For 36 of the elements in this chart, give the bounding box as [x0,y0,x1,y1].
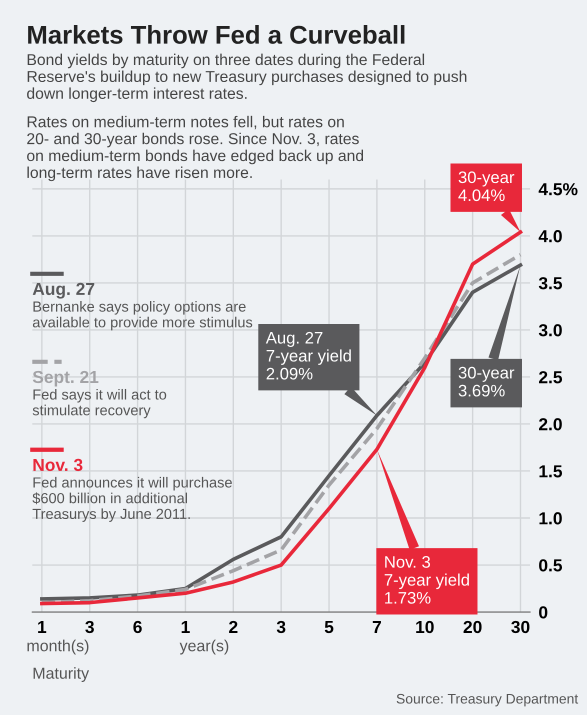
legend-label: Nov. 3 [33,458,82,472]
y-tick-label: 0 [539,606,548,618]
annotation: Bernanke says policy options are available to provide more stimulus [32,301,252,330]
x-tick-label: 3 [276,620,286,634]
annotation: Aug. 27 7-year yield 2.09% [266,332,351,380]
annotation: 30-year 4.04% [458,171,514,202]
y-tick-label: 2.0 [538,418,562,430]
y-tick-label: 2.5 [538,371,562,384]
x-tick-label: 2 [229,620,238,633]
y-tick-label: 1.5 [539,465,562,478]
y-tick-label: 0.5 [539,559,562,572]
x-tick-label: 7 [372,621,381,633]
x-axis-title: Maturity [34,667,90,682]
text: year(s) [180,640,228,655]
annotation: Fed announces it will purchase $600 billion in additional Treasurys by June 2011. [32,476,232,522]
text: month(s) [27,640,88,655]
y-tick-label: 4.0 [538,230,562,242]
legend-label: Sept. 21 [32,370,98,387]
x-tick-label: 30 [511,620,530,634]
x-tick-label: 1 [38,621,46,633]
x-tick-label: 5 [324,621,334,634]
annotation: Nov. 3 7-year yield 1.73% [384,556,469,604]
legend-label: Aug. 27 [32,282,94,299]
y-tick-label: 1.0 [539,512,562,524]
y-tick-label: 3.5 [538,277,562,290]
chart-title: Markets Throw Fed a Curveball [28,25,404,44]
x-tick-label: 3 [85,620,94,634]
x-tick-label: 20 [464,620,482,634]
x-tick-label: 6 [133,620,142,634]
annotation: 30-year 3.69% [458,366,514,397]
y-tick-label: 3.0 [538,324,562,336]
x-tick-label: 10 [416,620,434,634]
y-tick-label: 4.5% [538,183,578,196]
source-note: Source: Treasury Department [396,694,578,706]
x-tick-label: 1 [182,621,190,633]
annotation: Fed says it will act to stimulate recovery [32,388,166,418]
